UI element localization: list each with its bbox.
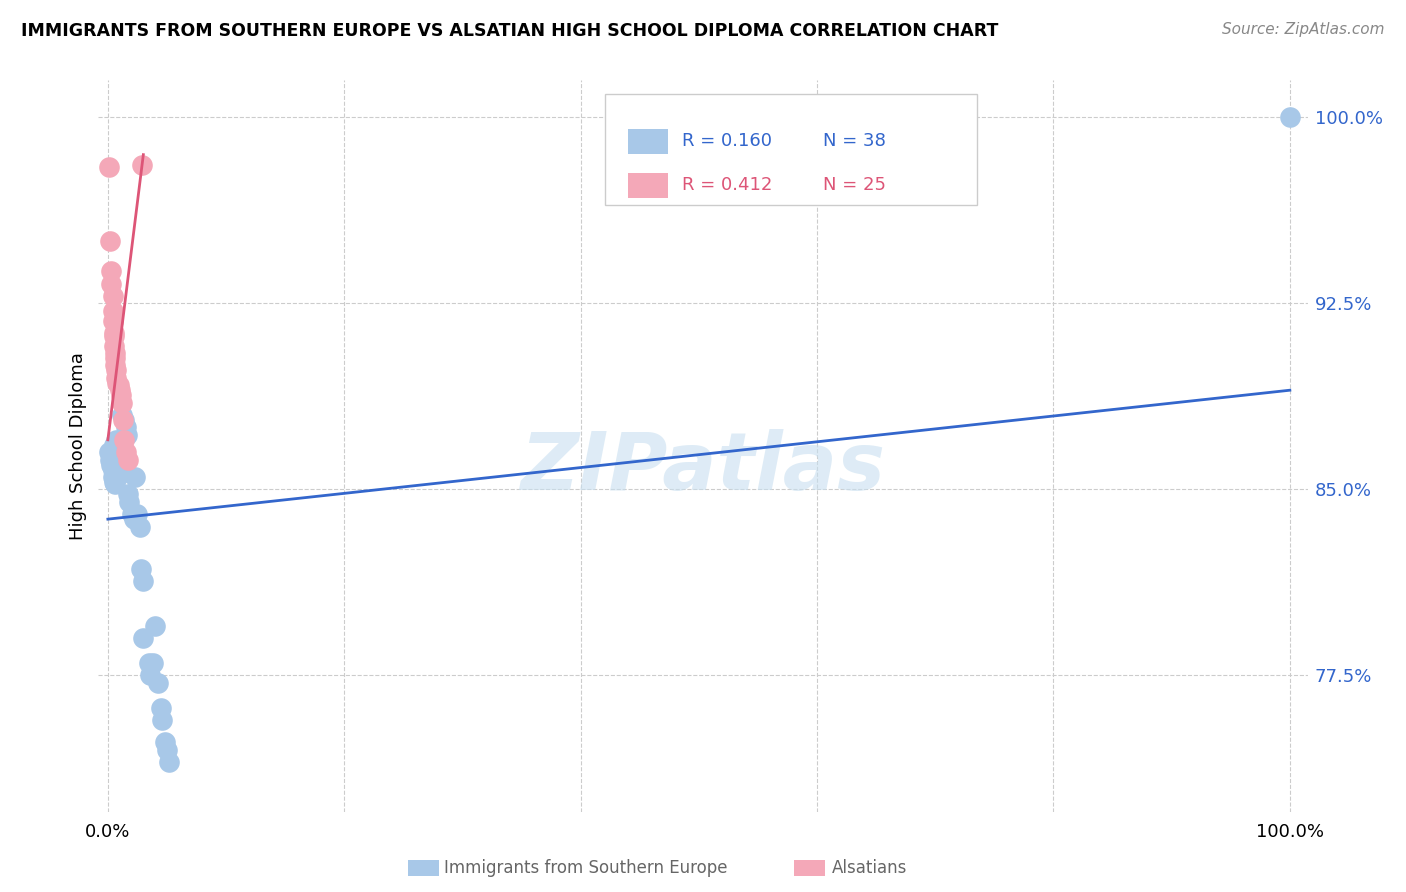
- Point: [101, 304, 124, 318]
- Point: [132, 631, 155, 645]
- Point: [98, 445, 121, 459]
- Point: [150, 713, 173, 727]
- Text: Immigrants from Southern Europe: Immigrants from Southern Europe: [444, 859, 728, 877]
- Point: [112, 433, 135, 447]
- Point: [143, 619, 166, 633]
- Text: Alsatians: Alsatians: [832, 859, 908, 877]
- Point: [105, 363, 128, 377]
- Point: [108, 445, 131, 459]
- Point: [122, 512, 145, 526]
- Text: R = 0.160: R = 0.160: [682, 132, 772, 150]
- Point: [104, 346, 127, 360]
- Point: [157, 755, 180, 769]
- Point: [103, 326, 125, 341]
- Point: [104, 351, 127, 365]
- Point: [100, 264, 122, 278]
- Point: [127, 507, 149, 521]
- Point: [103, 328, 125, 343]
- Point: [104, 450, 127, 465]
- Point: [112, 413, 135, 427]
- Point: [131, 158, 153, 172]
- Point: [142, 656, 165, 670]
- Point: [98, 235, 121, 249]
- Point: [107, 467, 129, 482]
- Point: [138, 656, 160, 670]
- Point: [117, 487, 139, 501]
- Text: IMMIGRANTS FROM SOUTHERN EUROPE VS ALSATIAN HIGH SCHOOL DIPLOMA CORRELATION CHAR: IMMIGRANTS FROM SOUTHERN EUROPE VS ALSAT…: [21, 22, 998, 40]
- Text: R = 0.412: R = 0.412: [682, 177, 772, 194]
- Point: [104, 477, 127, 491]
- Point: [105, 371, 128, 385]
- Point: [121, 507, 143, 521]
- Y-axis label: High School Diploma: High School Diploma: [69, 352, 87, 540]
- Point: [111, 408, 134, 422]
- Point: [101, 470, 124, 484]
- Text: Source: ZipAtlas.com: Source: ZipAtlas.com: [1222, 22, 1385, 37]
- Point: [104, 359, 127, 373]
- Point: [103, 475, 125, 489]
- Point: [150, 700, 173, 714]
- Point: [108, 383, 131, 397]
- Text: ZIPatlas: ZIPatlas: [520, 429, 886, 507]
- Point: [98, 160, 121, 174]
- Point: [128, 519, 150, 533]
- Text: N = 38: N = 38: [823, 132, 886, 150]
- Point: [100, 458, 122, 472]
- Point: [103, 338, 125, 352]
- Point: [107, 378, 129, 392]
- Point: [129, 562, 152, 576]
- Point: [124, 470, 146, 484]
- Text: N = 25: N = 25: [823, 177, 886, 194]
- Point: [115, 427, 138, 442]
- Point: [101, 314, 124, 328]
- Point: [114, 445, 136, 459]
- Point: [112, 413, 135, 427]
- Point: [103, 438, 125, 452]
- Point: [118, 495, 141, 509]
- Point: [139, 668, 162, 682]
- Point: [132, 574, 155, 588]
- Point: [153, 735, 176, 749]
- Point: [105, 376, 128, 390]
- Point: [100, 277, 122, 291]
- Point: [98, 452, 121, 467]
- Point: [101, 289, 124, 303]
- Point: [101, 462, 124, 476]
- Point: [146, 675, 169, 690]
- Point: [110, 388, 132, 402]
- Point: [105, 462, 128, 476]
- Point: [114, 420, 136, 434]
- Point: [1278, 111, 1301, 125]
- Point: [105, 433, 128, 447]
- Point: [117, 452, 139, 467]
- Point: [111, 395, 134, 409]
- Point: [156, 743, 179, 757]
